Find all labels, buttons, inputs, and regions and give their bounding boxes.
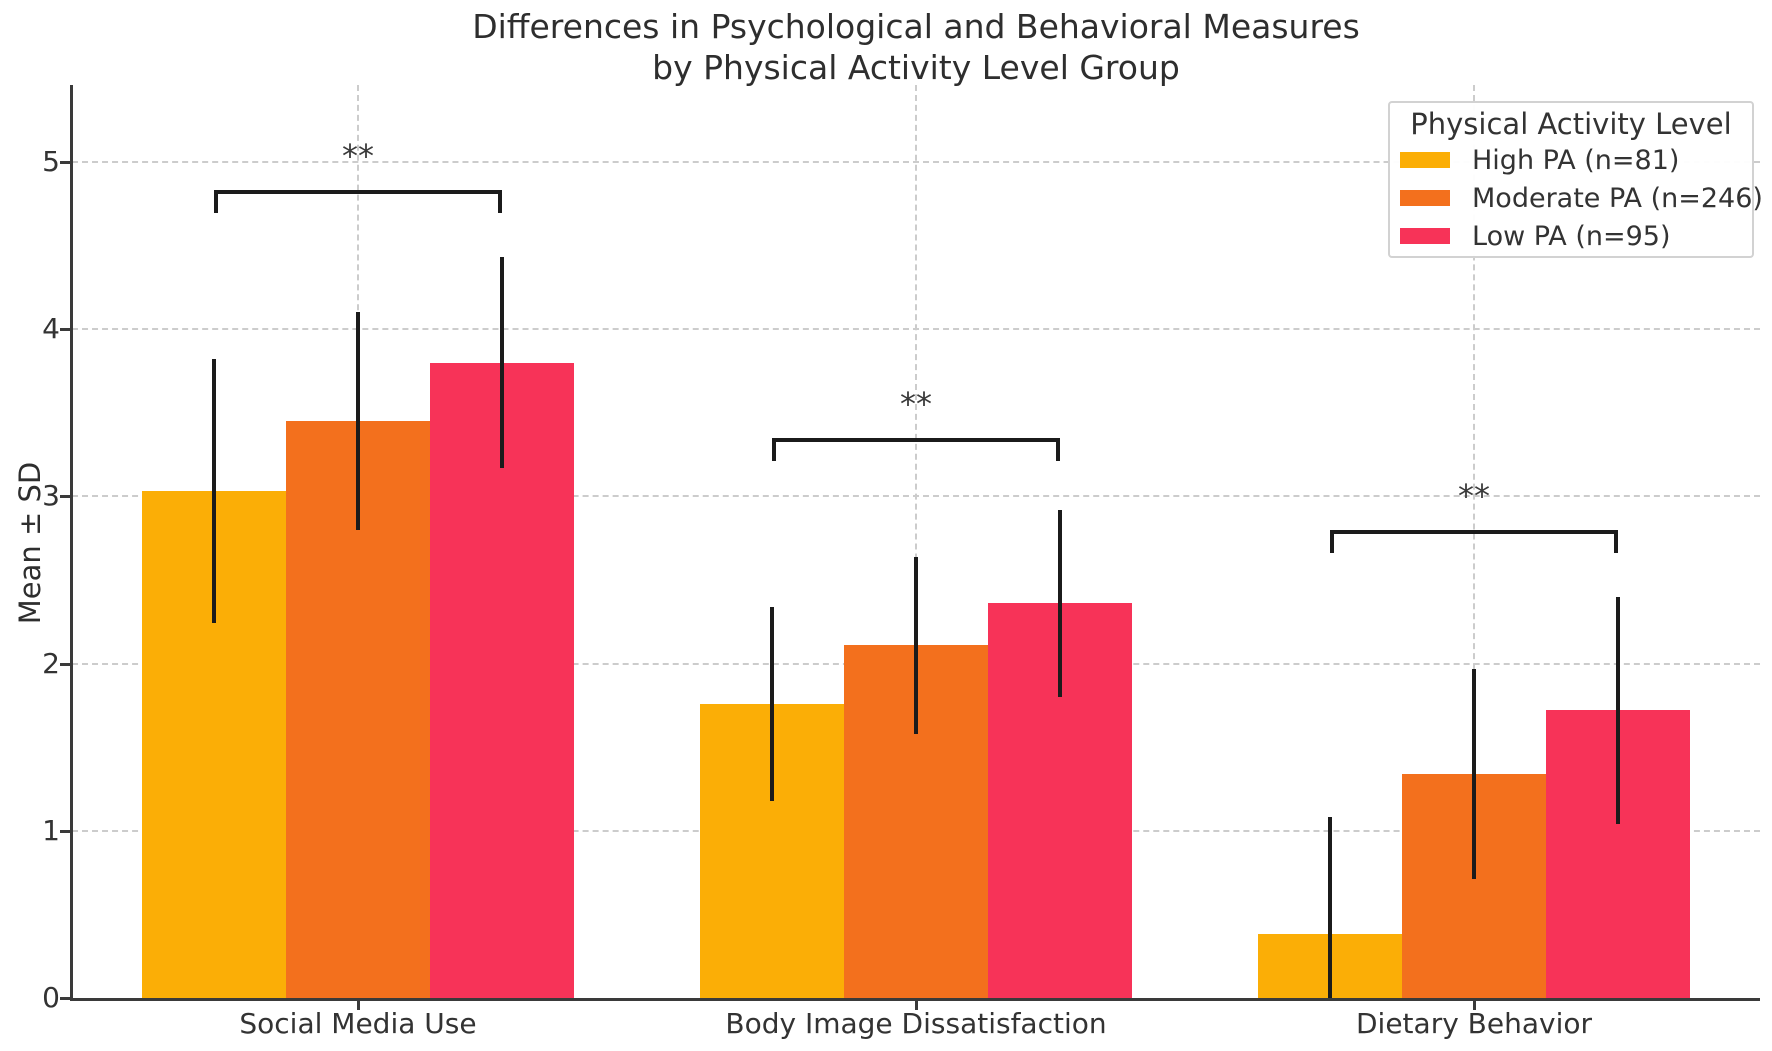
sig-bracket-end-right-2 xyxy=(1614,529,1618,553)
v-gridline-2 xyxy=(1473,85,1475,998)
error-bar-moderate-pa-cat2 xyxy=(1472,668,1476,880)
y-tick-3 xyxy=(60,495,70,499)
legend-row-2: Low PA (n=95) xyxy=(1390,217,1752,255)
error-bar-low-pa-cat0 xyxy=(500,257,504,468)
x-tick-label-2: Dietary Behavior xyxy=(1355,1007,1593,1040)
y-tick-label-5: 5 xyxy=(42,145,60,178)
sig-bracket-1 xyxy=(772,437,1060,442)
sig-stars-2: ** xyxy=(1458,476,1490,515)
x-tick-label-1: Body Image Dissatisfaction xyxy=(725,1007,1107,1040)
x-tick-1 xyxy=(915,1001,918,1010)
legend-row-1: Moderate PA (n=246) xyxy=(1390,179,1763,217)
y-tick-5 xyxy=(60,161,70,164)
sig-bracket-end-right-1 xyxy=(1056,437,1060,461)
legend: Physical Activity Level High PA (n=81) Mo… xyxy=(1388,101,1763,258)
legend-swatch-1 xyxy=(1400,190,1450,206)
sig-bracket-0 xyxy=(214,190,502,195)
x-axis-spine xyxy=(70,998,1760,1001)
legend-title: Physical Activity Level xyxy=(1410,107,1732,141)
legend-label-1: Moderate PA (n=246) xyxy=(1472,182,1763,214)
x-tick-label-0: Social Media Use xyxy=(239,1007,477,1040)
sig-bracket-end-left-2 xyxy=(1330,529,1334,553)
sig-stars-0: ** xyxy=(342,137,374,176)
y-tick-label-2: 2 xyxy=(42,646,60,680)
legend-swatch-2 xyxy=(1400,228,1450,244)
x-tick-2 xyxy=(1473,1001,1476,1010)
y-tick-2 xyxy=(60,662,70,666)
legend-swatch-0 xyxy=(1400,152,1450,168)
chart-title: Differences in Psychological and Behavio… xyxy=(72,6,1760,88)
bar-low-pa-cat0 xyxy=(430,362,574,998)
chart-title-line1: Differences in Psychological and Behavio… xyxy=(472,7,1360,46)
legend-row-0: High PA (n=81) xyxy=(1390,141,1752,179)
v-gridline-1 xyxy=(915,85,917,998)
sig-bracket-end-left-0 xyxy=(214,190,218,214)
error-bar-moderate-pa-cat1 xyxy=(914,556,918,734)
y-tick-label-4: 4 xyxy=(42,312,60,346)
x-tick-0 xyxy=(357,1001,360,1010)
sig-stars-1: ** xyxy=(900,384,932,423)
error-bar-high-pa-cat0 xyxy=(212,359,216,624)
error-bar-low-pa-cat2 xyxy=(1616,596,1620,825)
y-tick-4 xyxy=(60,328,70,332)
legend-label-2: Low PA (n=95) xyxy=(1472,220,1671,252)
sig-bracket-end-left-1 xyxy=(772,437,776,461)
chart-title-line2: by Physical Activity Level Group xyxy=(652,48,1180,87)
sig-bracket-end-right-0 xyxy=(498,190,502,214)
error-bar-high-pa-cat2 xyxy=(1328,817,1332,998)
error-bar-low-pa-cat1 xyxy=(1058,509,1062,698)
y-axis-spine xyxy=(70,85,73,1001)
y-tick-label-0: 0 xyxy=(42,981,60,1014)
legend-rows: High PA (n=81) Moderate PA (n=246) Low PA … xyxy=(1390,141,1763,255)
y-tick-0 xyxy=(60,997,70,1000)
y-tick-label-1: 1 xyxy=(42,813,60,847)
legend-label-0: High PA (n=81) xyxy=(1472,144,1680,176)
error-bar-moderate-pa-cat0 xyxy=(356,312,360,530)
error-bar-high-pa-cat1 xyxy=(770,606,774,801)
sig-bracket-2 xyxy=(1330,529,1618,534)
y-tick-1 xyxy=(60,829,70,833)
y-tick-label-3: 3 xyxy=(42,479,60,513)
